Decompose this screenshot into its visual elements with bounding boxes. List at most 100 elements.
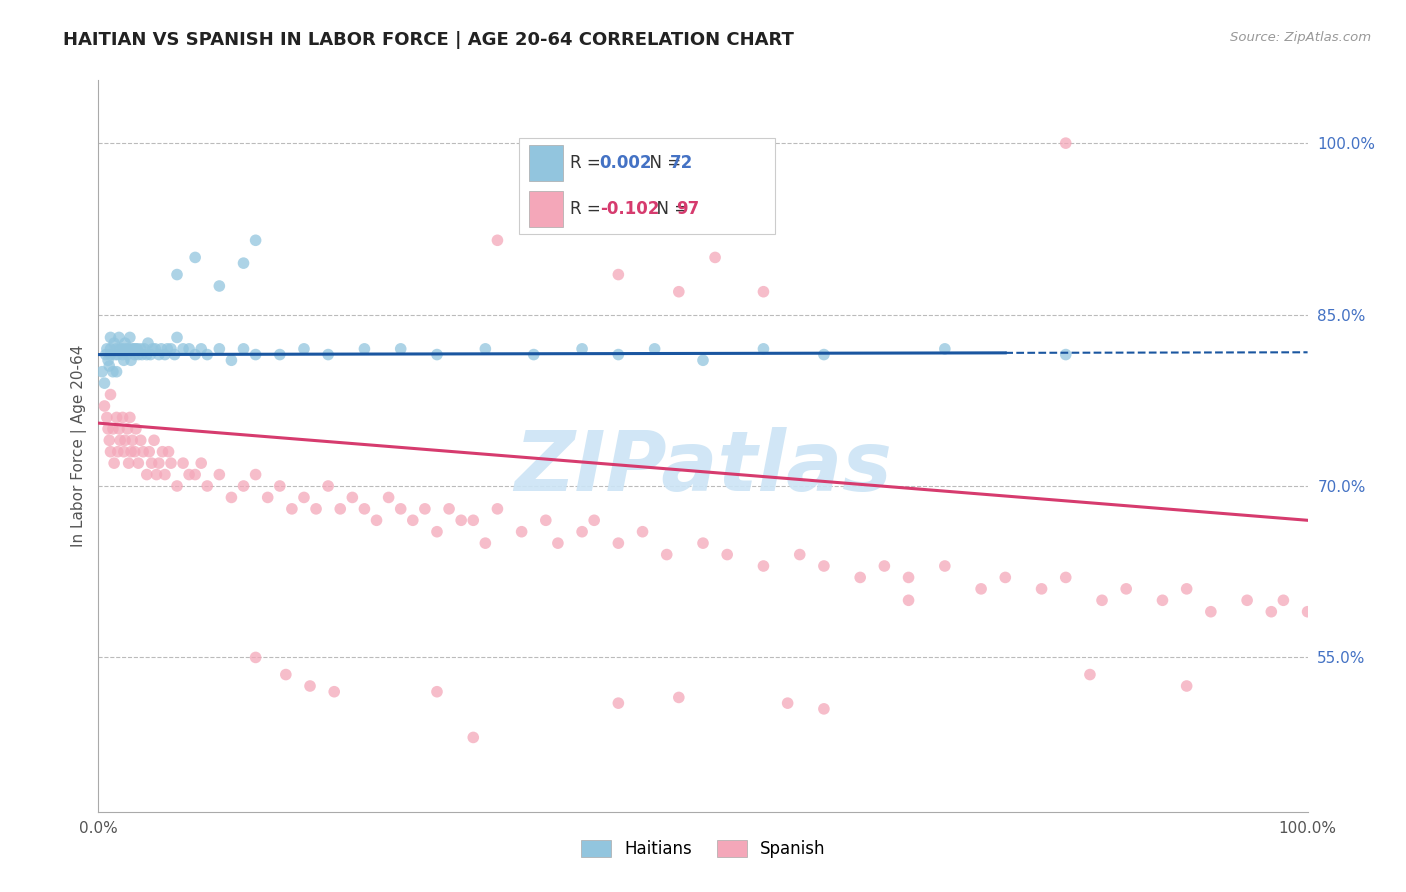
- Point: [692, 353, 714, 368]
- Point: [156, 342, 179, 356]
- Point: [389, 342, 412, 356]
- Point: [105, 342, 128, 356]
- Point: [692, 536, 714, 550]
- Point: [132, 444, 155, 458]
- Point: [316, 479, 339, 493]
- Point: [105, 410, 128, 425]
- Point: [108, 342, 131, 356]
- Text: R =: R =: [571, 200, 606, 219]
- Point: [292, 342, 315, 356]
- Point: [232, 342, 254, 356]
- Text: -0.102: -0.102: [599, 200, 659, 219]
- Point: [934, 559, 956, 574]
- Point: [117, 422, 139, 436]
- Point: [269, 479, 291, 493]
- Point: [1296, 605, 1319, 619]
- Point: [134, 342, 156, 356]
- Point: [143, 434, 166, 448]
- Point: [195, 347, 218, 362]
- Point: [172, 342, 194, 356]
- Point: [118, 410, 141, 425]
- Point: [607, 536, 630, 550]
- Point: [245, 467, 267, 482]
- Text: ZIPatlas: ZIPatlas: [515, 427, 891, 508]
- Point: [127, 456, 149, 470]
- Point: [127, 342, 149, 356]
- Point: [245, 347, 267, 362]
- Point: [474, 536, 496, 550]
- Point: [402, 513, 425, 527]
- Point: [96, 410, 118, 425]
- Point: [143, 342, 166, 356]
- Point: [486, 501, 509, 516]
- Point: [112, 353, 135, 368]
- Point: [1260, 605, 1282, 619]
- Point: [184, 467, 207, 482]
- Point: [107, 444, 129, 458]
- Point: [342, 491, 364, 505]
- Point: [631, 524, 654, 539]
- Point: [129, 434, 152, 448]
- Point: [256, 491, 278, 505]
- Point: [583, 513, 606, 527]
- Point: [1236, 593, 1258, 607]
- Point: [103, 456, 125, 470]
- Point: [111, 342, 134, 356]
- Point: [607, 268, 630, 282]
- Point: [135, 467, 157, 482]
- Text: N =: N =: [640, 154, 686, 172]
- Point: [789, 548, 811, 562]
- Point: [98, 434, 121, 448]
- Point: [166, 330, 188, 344]
- Point: [644, 342, 666, 356]
- Point: [752, 285, 775, 299]
- Point: [121, 342, 143, 356]
- Point: [107, 347, 129, 362]
- Point: [1078, 667, 1101, 681]
- Point: [97, 422, 120, 436]
- Point: [121, 434, 143, 448]
- Point: [135, 347, 157, 362]
- Point: [353, 501, 375, 516]
- Point: [510, 524, 533, 539]
- Point: [104, 347, 127, 362]
- Point: [221, 491, 243, 505]
- Point: [172, 456, 194, 470]
- Point: [1272, 593, 1295, 607]
- Point: [153, 347, 176, 362]
- Point: [437, 501, 460, 516]
- Point: [125, 342, 148, 356]
- Point: [114, 434, 136, 448]
- Point: [153, 467, 176, 482]
- Point: [208, 342, 231, 356]
- Point: [463, 513, 485, 527]
- Point: [208, 279, 231, 293]
- Point: [716, 548, 738, 562]
- Legend: Haitians, Spanish: Haitians, Spanish: [581, 840, 825, 858]
- Point: [269, 347, 291, 362]
- Point: [486, 233, 509, 247]
- Point: [120, 444, 142, 458]
- Point: [131, 347, 153, 362]
- Point: [668, 285, 690, 299]
- Point: [127, 347, 149, 362]
- Point: [353, 342, 375, 356]
- Point: [190, 342, 212, 356]
- Point: [534, 513, 557, 527]
- Point: [1054, 347, 1077, 362]
- Point: [114, 336, 136, 351]
- Point: [100, 342, 122, 356]
- Point: [571, 524, 593, 539]
- Point: [292, 491, 315, 505]
- Point: [1091, 593, 1114, 607]
- Point: [101, 422, 124, 436]
- Point: [366, 513, 388, 527]
- Point: [100, 444, 122, 458]
- Point: [115, 342, 138, 356]
- Point: [1054, 136, 1077, 150]
- Point: [195, 479, 218, 493]
- Point: [118, 330, 141, 344]
- Text: 97: 97: [676, 200, 700, 219]
- Point: [1175, 582, 1198, 596]
- Y-axis label: In Labor Force | Age 20-64: In Labor Force | Age 20-64: [72, 345, 87, 547]
